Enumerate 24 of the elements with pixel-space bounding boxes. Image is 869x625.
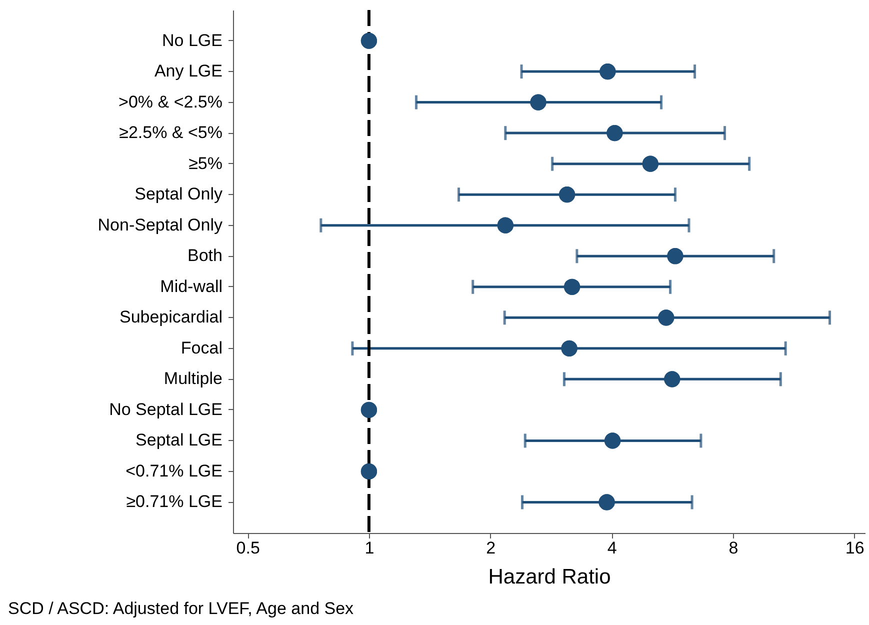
- y-tick-label: No LGE: [162, 30, 222, 50]
- x-tick-label: 8: [728, 538, 738, 558]
- x-axis-title: Hazard Ratio: [488, 566, 611, 588]
- y-tick-label: ≥0.71% LGE: [126, 492, 222, 512]
- y-tick-label: Both: [188, 246, 222, 266]
- x-tick-label: 4: [607, 538, 617, 558]
- x-tick-label: 2: [486, 538, 496, 558]
- x-tick-label: 0.5: [236, 538, 260, 558]
- y-tick-label: ≥2.5% & <5%: [119, 123, 222, 142]
- x-tick-label: 1: [364, 538, 374, 558]
- y-tick-label: Non-Septal Only: [98, 215, 223, 234]
- y-tick-label: <0.71% LGE: [126, 461, 222, 480]
- y-tick-label: ≥5%: [188, 154, 222, 173]
- y-tick-label: Subepicardial: [119, 308, 222, 327]
- y-tick-label: Septal Only: [134, 184, 223, 204]
- y-tick-label: Focal: [180, 338, 222, 358]
- y-tick-label: Mid-wall: [160, 276, 222, 296]
- y-tick-label: Any LGE: [154, 62, 222, 81]
- x-tick-label: 16: [845, 538, 864, 558]
- text: SCD / ASCD: Adjusted for LVEF, Age and Sex: [8, 599, 354, 618]
- y-tick-label: No Septal LGE: [109, 400, 222, 419]
- y-tick-label: Septal LGE: [136, 430, 222, 450]
- y-tick-label: Multiple: [164, 369, 222, 388]
- y-tick-label: >0% & <2.5%: [118, 92, 222, 112]
